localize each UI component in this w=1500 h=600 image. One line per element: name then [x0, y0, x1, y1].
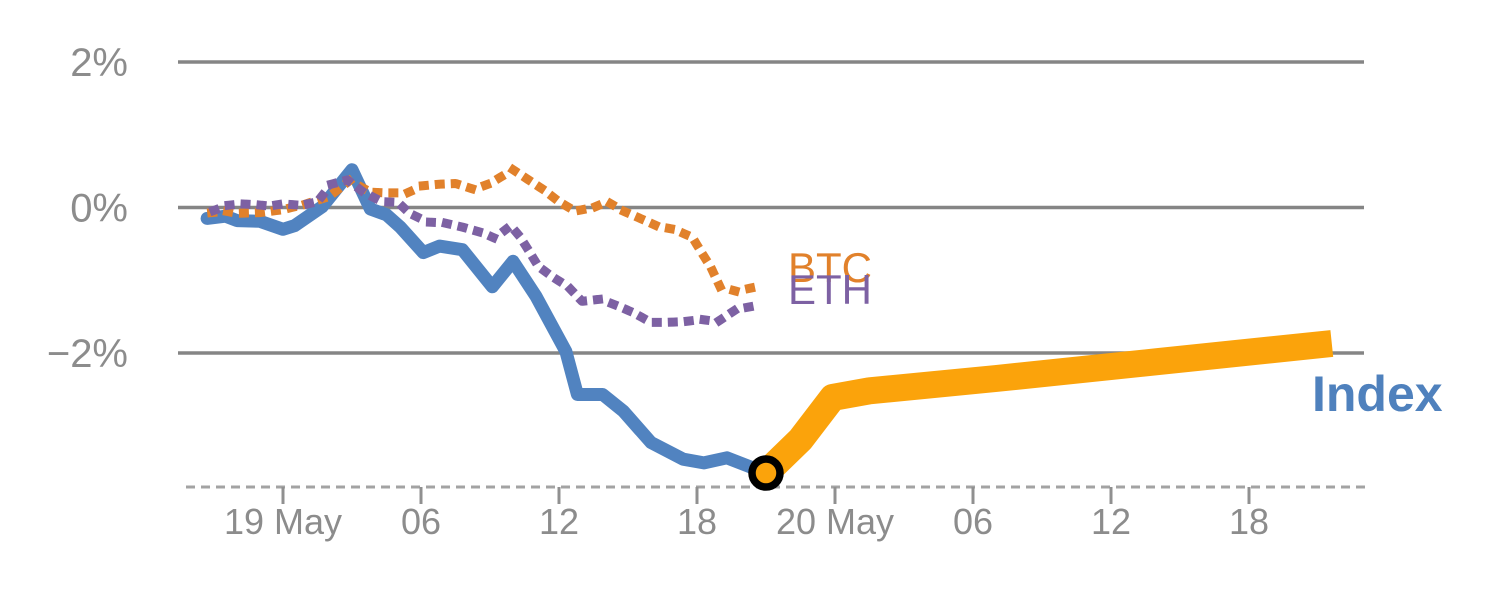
x-axis-label: 12	[1091, 501, 1131, 542]
x-axis-label: 12	[539, 501, 579, 542]
x-axis-label: 19 May	[224, 501, 342, 542]
eth-line-label: ETH	[788, 266, 872, 313]
x-axis-label: 06	[401, 501, 441, 542]
x-axis-label: 18	[677, 501, 717, 542]
index-low-point-marker	[748, 455, 784, 491]
y-axis-label: 0%	[70, 187, 128, 231]
x-axis-label: 06	[953, 501, 993, 542]
series-line-eth	[208, 175, 758, 327]
x-axis-label: 20 May	[776, 501, 894, 542]
x-axis-ticks: 19 May 06 12 18 20 May 06 12 18	[224, 487, 1269, 542]
series-line-index	[200, 163, 773, 480]
index-line-label: Index	[1312, 366, 1443, 422]
x-axis-label: 18	[1229, 501, 1269, 542]
series-line-index-projection	[756, 330, 1334, 483]
y-axis-label: −2%	[47, 332, 128, 376]
btc-line-label: BTC	[788, 244, 872, 291]
y-axis-label: 2%	[70, 41, 128, 85]
